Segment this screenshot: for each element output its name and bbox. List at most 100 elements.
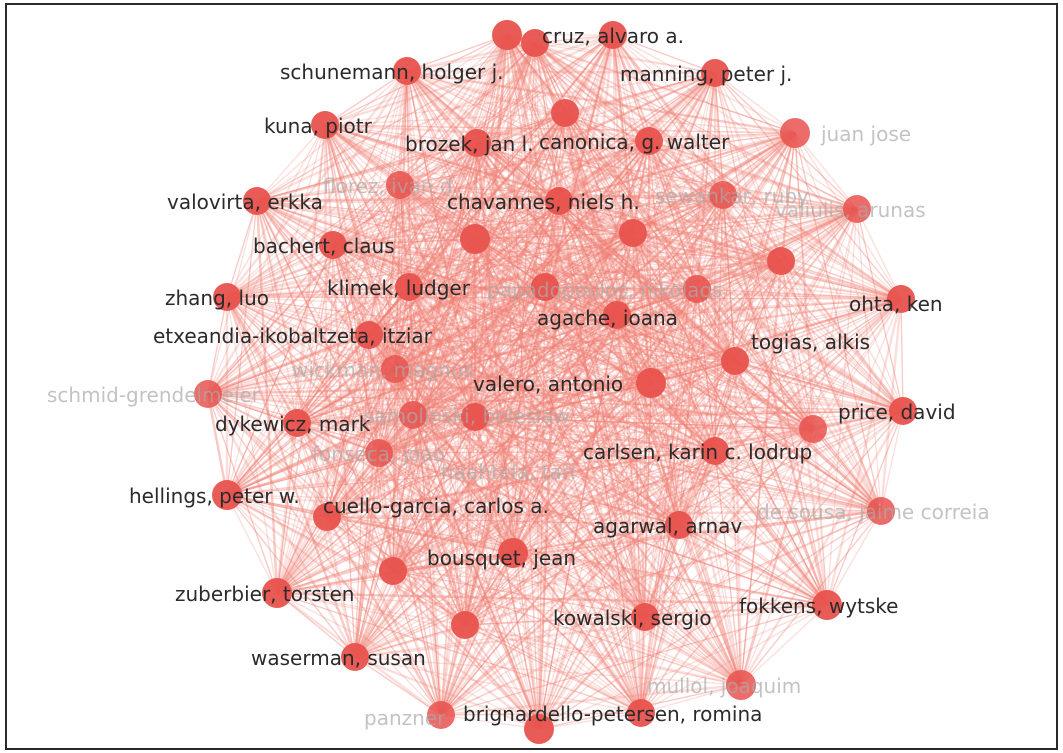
node-florez[interactable] <box>386 171 414 199</box>
edge <box>412 314 618 416</box>
node-samolinski[interactable] <box>399 401 427 429</box>
node-etxeandia[interactable] <box>355 321 383 349</box>
edge <box>564 112 650 142</box>
node-n_d[interactable] <box>531 273 559 301</box>
node-agarwal[interactable] <box>665 511 693 539</box>
node-n_a[interactable] <box>460 224 490 254</box>
edge <box>207 112 566 395</box>
node-zuberbier[interactable] <box>262 578 292 608</box>
node-fonseca[interactable] <box>365 439 393 467</box>
edge <box>406 70 698 290</box>
edge <box>632 232 814 430</box>
edge <box>650 381 882 513</box>
edge <box>207 184 401 395</box>
edge <box>440 714 540 730</box>
edge <box>780 208 858 262</box>
edge <box>722 194 902 300</box>
node-manning[interactable] <box>701 59 729 87</box>
node-haahtela[interactable] <box>799 415 827 443</box>
edge <box>880 410 904 512</box>
node-n_topmid[interactable] <box>551 99 579 127</box>
node-valiulis[interactable] <box>843 195 871 223</box>
edge <box>392 140 650 572</box>
edge <box>392 414 414 572</box>
node-n_f[interactable] <box>379 557 407 585</box>
node-cruz[interactable] <box>599 21 627 49</box>
node-waserman[interactable] <box>341 643 369 671</box>
edge <box>392 368 396 572</box>
node-cuello[interactable] <box>313 503 341 531</box>
edge <box>534 42 724 196</box>
edge <box>558 200 618 316</box>
edge <box>412 414 646 618</box>
node-canonica[interactable] <box>635 127 663 155</box>
edge <box>412 413 828 607</box>
node-kowalski[interactable] <box>631 603 659 631</box>
edge <box>440 604 828 716</box>
edge <box>644 382 652 618</box>
edge <box>394 298 902 370</box>
node-n_b[interactable] <box>619 219 647 247</box>
node-dykewicz[interactable] <box>283 409 311 437</box>
node-bachert[interactable] <box>319 231 347 259</box>
edge <box>648 140 742 686</box>
node-kuna[interactable] <box>311 111 339 139</box>
node-brozek[interactable] <box>463 129 491 157</box>
edge <box>392 42 536 572</box>
edge <box>323 124 329 518</box>
edge <box>678 510 882 526</box>
node-label-agache: agache, ioana <box>537 306 678 330</box>
edge <box>506 34 540 730</box>
node-n_top2[interactable] <box>521 29 549 57</box>
edge <box>326 516 394 572</box>
edge <box>324 124 858 210</box>
edge <box>392 194 724 572</box>
edge <box>512 552 540 730</box>
node-price[interactable] <box>889 397 917 425</box>
node-sewankar[interactable] <box>709 181 737 209</box>
edge <box>207 393 828 606</box>
node-wickman[interactable] <box>381 355 409 383</box>
edge <box>856 208 902 300</box>
node-hellings[interactable] <box>212 480 242 510</box>
node-schunemann[interactable] <box>393 57 421 85</box>
node-chavannes[interactable] <box>545 187 573 215</box>
node-n_c[interactable] <box>767 247 795 275</box>
node-mullol[interactable] <box>726 670 756 700</box>
node-schmid[interactable] <box>194 380 222 408</box>
edge <box>207 296 228 395</box>
edge <box>326 516 646 618</box>
node-n_juan[interactable] <box>780 118 810 148</box>
node-zhang[interactable] <box>213 283 241 311</box>
node-n_g[interactable] <box>451 611 479 639</box>
node-valero[interactable] <box>636 368 666 398</box>
edge <box>678 298 902 526</box>
edge <box>474 314 618 418</box>
node-papadopoulos[interactable] <box>683 275 711 303</box>
node-padula[interactable] <box>492 20 522 50</box>
node-brignardello[interactable] <box>627 699 655 727</box>
node-fokkens[interactable] <box>812 590 842 620</box>
node-togias[interactable] <box>721 347 749 375</box>
node-klimek[interactable] <box>395 273 423 301</box>
edge <box>296 112 566 424</box>
edge <box>392 570 442 716</box>
node-n_e[interactable] <box>461 403 489 431</box>
node-desousa[interactable] <box>867 497 895 525</box>
edge <box>474 238 828 606</box>
node-bousquet[interactable] <box>498 538 528 568</box>
edge <box>412 286 546 416</box>
node-n_h[interactable] <box>524 714 554 744</box>
node-ohta[interactable] <box>887 285 915 313</box>
node-carlsen[interactable] <box>701 437 729 465</box>
edge <box>648 140 652 384</box>
edge <box>378 452 466 626</box>
node-panzner[interactable] <box>427 701 455 729</box>
edge <box>474 232 634 240</box>
node-agache[interactable] <box>603 301 631 329</box>
edge <box>394 368 476 418</box>
node-valovirta[interactable] <box>243 187 271 215</box>
edge <box>207 393 904 412</box>
edge <box>399 184 698 290</box>
edge <box>324 42 536 126</box>
